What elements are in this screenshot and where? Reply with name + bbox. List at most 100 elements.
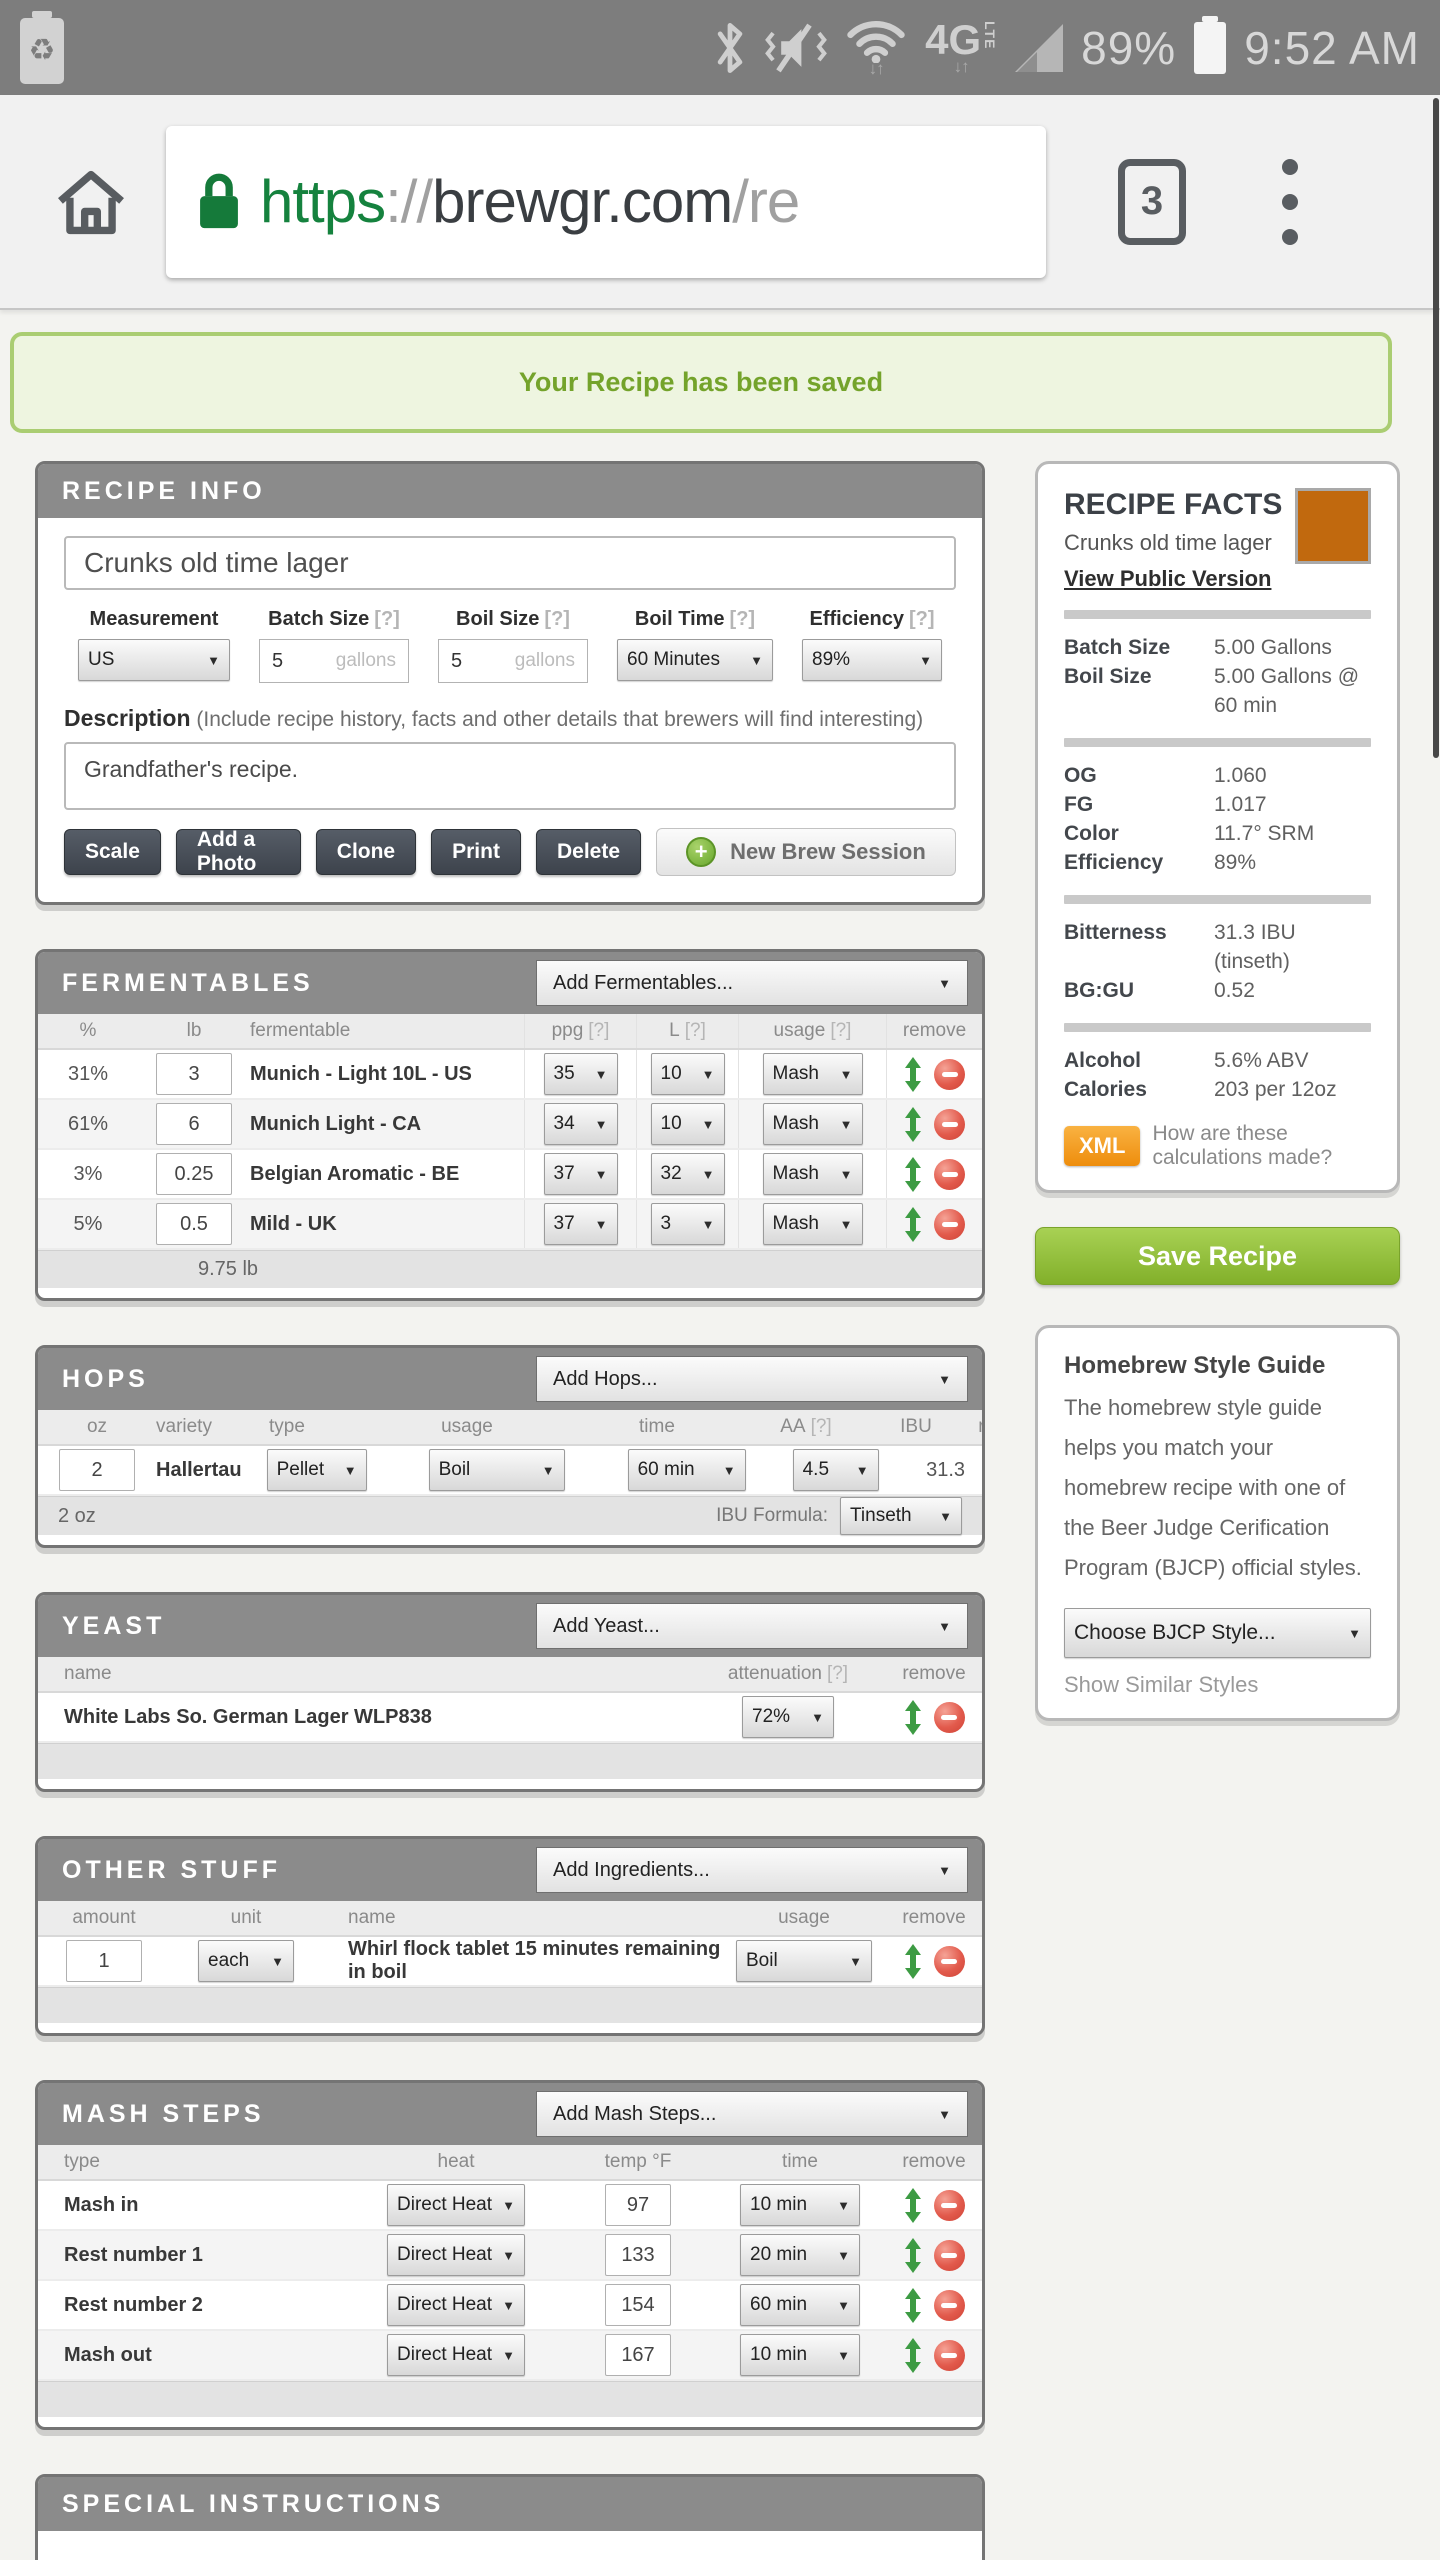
oz-input[interactable] — [59, 1449, 135, 1491]
add-fermentables-select[interactable]: Add Fermentables... ▼ — [536, 960, 968, 1006]
hop-time-select[interactable]: 60 min ▼ — [627, 1449, 746, 1491]
usage-select[interactable]: Mash ▼ — [762, 1053, 863, 1095]
style-guide-title: Homebrew Style Guide — [1064, 1352, 1326, 1379]
mash-time-select[interactable]: 60 min ▼ — [740, 2284, 860, 2326]
temp-input[interactable] — [605, 2234, 671, 2276]
ppg-select[interactable]: 35 ▼ — [543, 1053, 618, 1095]
xml-badge[interactable]: XML — [1064, 1126, 1141, 1166]
new-brew-session-button[interactable]: + New Brew Session — [656, 828, 956, 876]
lovibond-select[interactable]: 3 ▼ — [650, 1203, 725, 1245]
recipe-name-input[interactable] — [64, 536, 956, 590]
add-yeast-select[interactable]: Add Yeast... ▼ — [536, 1603, 968, 1649]
add-hops-select[interactable]: Add Hops... ▼ — [536, 1356, 968, 1402]
section-title: RECIPE INFO — [62, 476, 266, 505]
attenuation-select[interactable]: 72% ▼ — [742, 1696, 834, 1738]
hop-type-select[interactable]: Pellet ▼ — [266, 1449, 367, 1491]
hops-section: HOPS Add Hops... ▼ oz variety type usage… — [35, 1345, 985, 1548]
scale-button[interactable]: Scale — [64, 829, 161, 875]
reorder-icon[interactable] — [905, 1206, 921, 1242]
boil-size-input[interactable]: 5 gallons — [438, 639, 588, 683]
mash-time-select[interactable]: 10 min ▼ — [740, 2334, 860, 2376]
temp-input[interactable] — [605, 2184, 671, 2226]
reorder-icon[interactable] — [905, 1156, 921, 1192]
remove-icon[interactable] — [934, 1058, 965, 1090]
lock-icon — [200, 173, 238, 228]
lb-input[interactable] — [156, 1203, 232, 1245]
batch-size-input[interactable]: 5 gallons — [259, 639, 409, 683]
delete-button[interactable]: Delete — [535, 829, 641, 875]
amount-input[interactable] — [66, 1940, 142, 1982]
temp-input[interactable] — [605, 2334, 671, 2376]
lovibond-select[interactable]: 10 ▼ — [650, 1103, 725, 1145]
ppg-select[interactable]: 37 ▼ — [543, 1153, 618, 1195]
add-mash-steps-select[interactable]: Add Mash Steps... ▼ — [536, 2091, 968, 2137]
lovibond-select[interactable]: 10 ▼ — [650, 1053, 725, 1095]
remove-icon[interactable] — [933, 1945, 965, 1977]
bjcp-style-select[interactable]: Choose BJCP Style... ▼ — [1064, 1608, 1371, 1658]
unit-select[interactable]: each ▼ — [198, 1940, 294, 1982]
address-bar[interactable]: https://brewgr.com/re — [166, 125, 1046, 278]
home-icon[interactable] — [52, 163, 130, 241]
fermentable-row: 31% Munich - Light 10L - US 35▼ 10▼ Mash… — [38, 1050, 982, 1100]
print-button[interactable]: Print — [431, 829, 521, 875]
mash-step-row: Rest number 1 Direct Heat▼ 20 min▼ — [38, 2231, 982, 2281]
reorder-icon[interactable] — [905, 1106, 921, 1142]
remove-icon[interactable] — [934, 1158, 965, 1190]
mash-time-select[interactable]: 20 min ▼ — [740, 2234, 860, 2276]
efficiency-select[interactable]: 89% ▼ — [802, 639, 942, 681]
reorder-icon[interactable] — [904, 2287, 921, 2323]
remove-icon[interactable] — [933, 2239, 965, 2271]
clone-button[interactable]: Clone — [315, 829, 417, 875]
chevron-down-icon: ▼ — [938, 975, 951, 991]
reorder-icon[interactable] — [904, 2237, 921, 2273]
lb-input[interactable] — [156, 1153, 232, 1195]
heat-select[interactable]: Direct Heat ▼ — [387, 2284, 525, 2326]
add-ingredients-select[interactable]: Add Ingredients... ▼ — [536, 1847, 968, 1893]
hop-usage-select[interactable]: Boil ▼ — [428, 1449, 565, 1491]
description-input[interactable]: Grandfather's recipe. — [64, 742, 956, 810]
lb-input[interactable] — [156, 1053, 232, 1095]
special-instructions-section: SPECIAL INSTRUCTIONS Enter any specific … — [35, 2474, 985, 2560]
heat-select[interactable]: Direct Heat ▼ — [387, 2234, 525, 2276]
scrollbar[interactable] — [1433, 98, 1439, 758]
add-photo-button[interactable]: Add a Photo — [175, 828, 301, 875]
remove-icon[interactable] — [934, 1208, 965, 1240]
measurement-select[interactable]: US ▼ — [78, 639, 230, 681]
recipe-facts-name: Crunks old time lager — [1064, 530, 1272, 555]
other-usage-select[interactable]: Boil ▼ — [736, 1940, 872, 1982]
reorder-icon[interactable] — [904, 1943, 921, 1979]
usage-select[interactable]: Mash ▼ — [762, 1153, 863, 1195]
ppg-select[interactable]: 34 ▼ — [543, 1103, 618, 1145]
fermentable-row: 5% Mild - UK 37▼ 3▼ Mash▼ — [38, 1200, 982, 1250]
usage-select[interactable]: Mash ▼ — [762, 1103, 863, 1145]
view-public-version-link[interactable]: View Public Version — [1064, 566, 1272, 591]
aa-select[interactable]: 4.5 ▼ — [792, 1449, 879, 1491]
ppg-select[interactable]: 37 ▼ — [543, 1203, 618, 1245]
remove-icon[interactable] — [933, 1701, 965, 1733]
browser-menu-button[interactable] — [1282, 158, 1298, 245]
mash-time-select[interactable]: 10 min ▼ — [740, 2184, 860, 2226]
remove-icon[interactable] — [934, 1108, 965, 1140]
show-similar-styles-link[interactable]: Show Similar Styles — [1064, 1672, 1259, 1697]
usage-select[interactable]: Mash ▼ — [762, 1203, 863, 1245]
reorder-icon[interactable] — [905, 1056, 921, 1092]
reorder-icon[interactable] — [904, 2187, 921, 2223]
heat-select[interactable]: Direct Heat ▼ — [387, 2184, 525, 2226]
calculations-info-link[interactable]: How are these calculations made? — [1152, 1122, 1333, 1169]
instructions-prompt: Enter any specific brewing steps needed … — [68, 2555, 952, 2560]
heat-select[interactable]: Direct Heat ▼ — [387, 2334, 525, 2376]
reorder-icon[interactable] — [904, 1699, 921, 1735]
chevron-down-icon: ▼ — [938, 1862, 951, 1878]
remove-icon[interactable] — [933, 2189, 965, 2221]
tab-switcher-button[interactable]: 3 — [1118, 158, 1186, 245]
signal-strength-icon — [1015, 23, 1064, 72]
remove-icon[interactable] — [933, 2289, 965, 2321]
reorder-icon[interactable] — [904, 2337, 921, 2373]
lovibond-select[interactable]: 32 ▼ — [650, 1153, 725, 1195]
temp-input[interactable] — [605, 2284, 671, 2326]
ibu-formula-select[interactable]: Tinseth ▼ — [840, 1497, 962, 1535]
boil-time-select[interactable]: 60 Minutes ▼ — [617, 639, 773, 681]
remove-icon[interactable] — [933, 2339, 965, 2371]
lb-input[interactable] — [156, 1103, 232, 1145]
save-recipe-button[interactable]: Save Recipe — [1035, 1227, 1400, 1285]
